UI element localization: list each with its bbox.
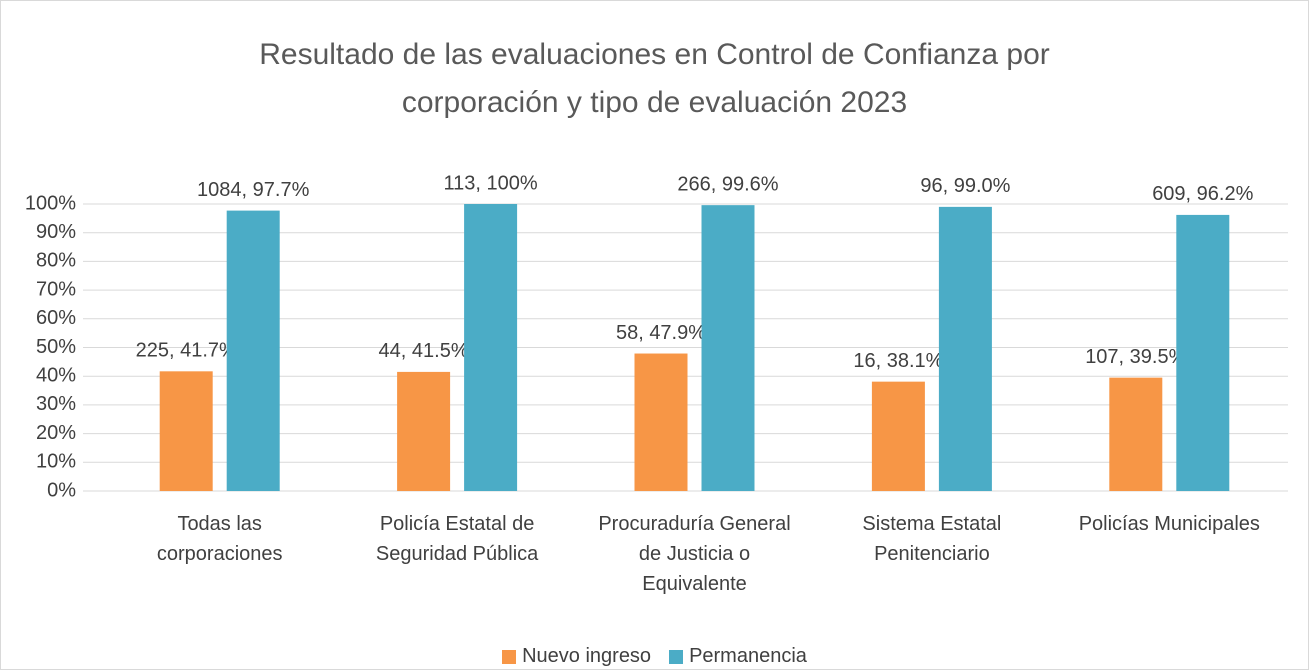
bar <box>397 371 451 491</box>
data-label: 225, 41.7% <box>136 340 237 362</box>
data-label: 58, 47.9% <box>616 322 706 344</box>
x-tick-label: Procuraduría General de Justicia o Equiv… <box>598 513 791 595</box>
y-tick-label: 30% <box>36 393 76 415</box>
legend-item: Permanencia <box>669 645 807 668</box>
y-tick-label: 10% <box>36 451 76 473</box>
x-tick-label: Todas las corporaciones <box>156 513 283 565</box>
data-label: 1084, 97.7% <box>197 179 310 201</box>
x-tick-label: Policías Municipales <box>1078 513 1260 535</box>
bar <box>226 210 280 491</box>
data-label: 266, 99.6% <box>677 173 778 195</box>
y-tick-label: 70% <box>36 278 76 300</box>
bar <box>701 205 755 491</box>
legend-label: Permanencia <box>689 645 807 667</box>
bar <box>871 381 925 491</box>
bar <box>938 206 992 491</box>
bar <box>464 204 518 491</box>
legend-swatch <box>502 649 517 664</box>
y-tick-label: 20% <box>36 422 76 444</box>
legend-label: Nuevo ingreso <box>522 645 652 667</box>
y-tick-label: 90% <box>36 221 76 243</box>
bar <box>159 371 213 491</box>
x-tick-label: Sistema Estatal Penitenciario <box>862 513 1002 565</box>
bar <box>1109 377 1163 491</box>
data-label: 16, 38.1% <box>853 350 943 372</box>
data-label: 107, 39.5% <box>1085 346 1186 368</box>
y-tick-label: 50% <box>36 336 76 358</box>
x-tick-label: Policía Estatal de Seguridad Pública <box>375 513 539 565</box>
data-label: 113, 100% <box>444 172 538 194</box>
y-tick-label: 60% <box>36 307 76 329</box>
data-label: 44, 41.5% <box>379 340 469 362</box>
chart-title: Resultado de las evaluaciones en Control… <box>259 38 1050 119</box>
legend: Nuevo ingreso Permanencia <box>1 645 1308 668</box>
y-tick-label: 100% <box>25 192 76 214</box>
legend-item: Nuevo ingreso <box>502 645 651 668</box>
y-tick-label: 40% <box>36 364 76 386</box>
legend-swatch <box>669 649 684 664</box>
data-label: 609, 96.2% <box>1152 183 1253 205</box>
bar <box>1176 214 1230 491</box>
bar <box>634 353 688 491</box>
y-tick-label: 80% <box>36 250 76 272</box>
data-label: 96, 99.0% <box>920 175 1010 197</box>
y-tick-label: 0% <box>47 479 76 501</box>
